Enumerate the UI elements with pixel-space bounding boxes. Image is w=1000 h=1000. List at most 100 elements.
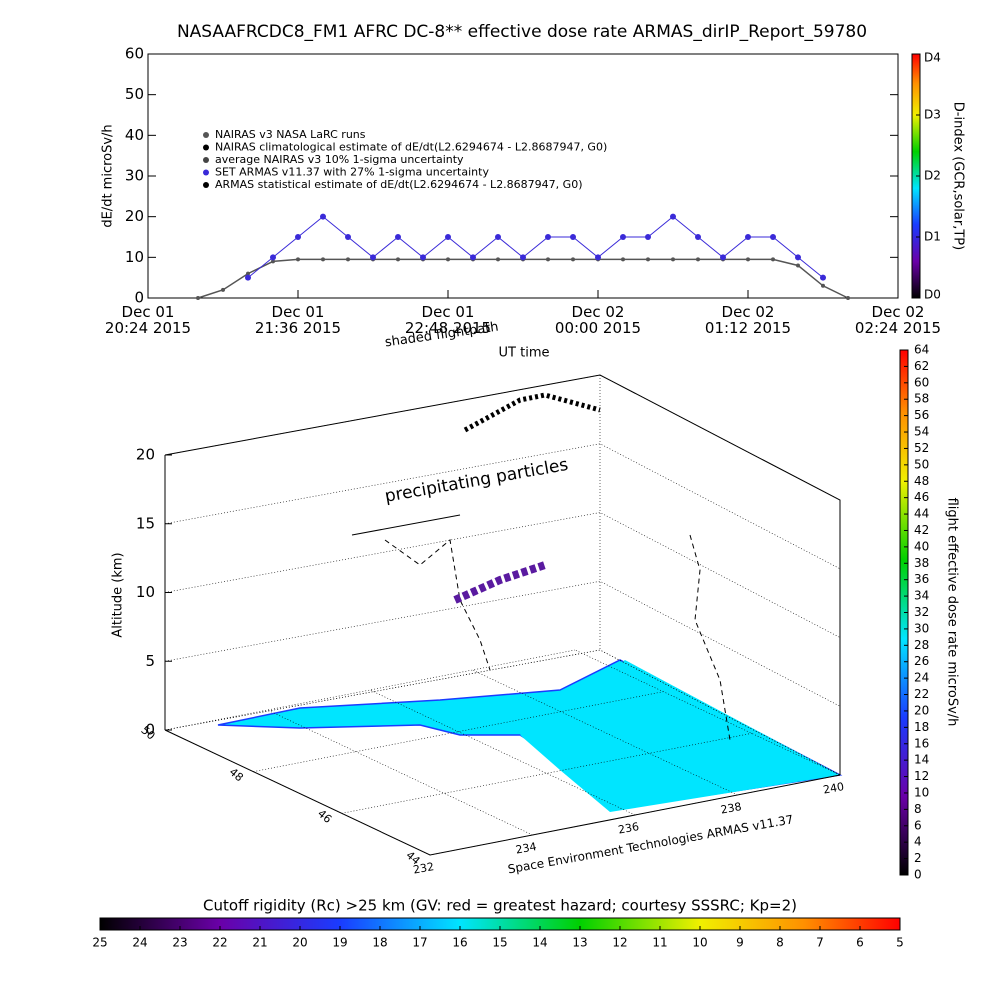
lon-tick-label: 238 (720, 800, 743, 816)
flight-path-shadow (689, 534, 731, 741)
y-tick-label: 20 (125, 207, 144, 225)
colorbar-tick-label: D1 (924, 230, 941, 244)
lat-grid (164, 649, 576, 731)
colorbar-tick-label: 12 (914, 769, 929, 783)
lat-tick-label: 48 (227, 765, 246, 784)
colorbar-tick-label: 64 (914, 343, 929, 357)
x-tick-label: Dec 01 20:24 2015 (105, 303, 191, 337)
rigidity-tick-label: 12 (612, 936, 627, 950)
colorbar-tick-label: D0 (924, 288, 941, 302)
colorbar-tick-label: 26 (914, 654, 929, 668)
rigidity-tick-label: 13 (572, 936, 587, 950)
colorbar-tick-label: 56 (914, 408, 929, 422)
y-tick-label: 60 (125, 45, 144, 63)
lon-grid (369, 689, 636, 816)
grid-line (164, 374, 841, 501)
legend-marker (203, 182, 209, 188)
rigidity-tick-label: 15 (492, 936, 507, 950)
colorbar-tick-label: 54 (914, 425, 929, 439)
colorbar-tick-label: 24 (914, 671, 929, 685)
colorbar-tick-label: 18 (914, 720, 929, 734)
colorbar-tick-label: 38 (914, 556, 929, 570)
annotation: precipitating particles (383, 455, 570, 507)
legend-marker (203, 132, 209, 138)
colorbar-tick-label: 36 (914, 572, 929, 586)
legend-label: SET ARMAS v11.37 with 27% 1-sigma uncert… (215, 166, 489, 179)
z-tick-label: 15 (136, 514, 155, 532)
y-tick-label: 0 (134, 289, 144, 307)
rigidity-tick-label: 25 (92, 936, 107, 950)
flight-path-shadow (384, 539, 491, 671)
colorbar-tick-label: D2 (924, 169, 941, 183)
y-tick-label: 30 (125, 167, 144, 185)
colorbar-label: flight effective dose rate microSv/h (945, 498, 960, 727)
lon-grid (472, 669, 738, 796)
rigidity-tick-label: 10 (692, 936, 707, 950)
annotation: Space Environment Technologies ARMAS v11… (507, 812, 795, 876)
z-tick-label: 10 (136, 583, 155, 601)
grid-line (164, 649, 841, 776)
lat-grid (429, 774, 841, 856)
lat-grid (341, 733, 752, 814)
lat-tick-label: 46 (315, 807, 334, 826)
grid-line (164, 443, 841, 570)
rigidity-tick-label: 5 (896, 936, 904, 950)
flight-path-dose (453, 561, 547, 604)
legend-label: NAIRAS climatological estimate of dE/dt(… (215, 141, 607, 154)
colorbar-tick-label: 28 (914, 638, 929, 652)
colorbar-tick-label: 46 (914, 490, 929, 504)
legend-marker (203, 169, 209, 176)
z-tick-label: 0 (145, 721, 155, 739)
y-tick-label: 40 (125, 126, 144, 144)
rigidity-tick-label: 22 (212, 936, 227, 950)
lon-tick-label: 234 (515, 840, 538, 856)
legend-label: ARMAS statistical estimate of dE/dt(L2.6… (215, 178, 582, 191)
y-axis-label: dE/dt microSv/h (101, 124, 116, 227)
colorbar-label: D-index (GCR,solar,TP) (951, 102, 966, 250)
colorbar-tick-label: 58 (914, 392, 929, 406)
rigidity-tick-label: 7 (816, 936, 824, 950)
colorbar-tick-label: 10 (914, 785, 929, 799)
colorbar-tick-label: 22 (914, 687, 929, 701)
colorbar-tick-label: D4 (924, 51, 941, 65)
flight-track (351, 514, 461, 536)
lon-tick-label: 232 (412, 860, 435, 876)
colorbar-tick-label: 44 (914, 507, 929, 521)
flight-path-top (463, 392, 601, 433)
lon-tick-label: 240 (822, 780, 845, 796)
colorbar-tick-label: 8 (914, 802, 922, 816)
colorbar-tick-label: 20 (914, 703, 929, 717)
colorbar-tick-label: 0 (914, 868, 922, 882)
x-tick-label: Dec 02 01:12 2015 (705, 303, 791, 337)
colorbar-tick-label: 62 (914, 359, 929, 373)
rigidity-tick-label: 17 (412, 936, 427, 950)
z-tick-label: 20 (136, 446, 155, 464)
z-axis-label: Altitude (km) (111, 552, 126, 637)
x-axis-label: UT time (499, 346, 550, 361)
box-top (164, 374, 841, 775)
grid-line (164, 512, 841, 638)
lat-grid (253, 691, 664, 772)
lon-grid (267, 709, 533, 836)
rigidity-tick-label: 16 (452, 936, 467, 950)
colorbar-tick-label: 2 (914, 851, 922, 865)
series-line (197, 258, 849, 299)
colorbar-tick-label: 50 (914, 457, 929, 471)
rigidity-tick-label: 11 (652, 936, 667, 950)
rigidity-tick-label: 6 (856, 936, 864, 950)
x-tick-label: Dec 02 02:24 2015 (855, 303, 941, 337)
x-tick-label: Dec 01 22:48 2015 (405, 303, 491, 337)
colorbar-tick-label: 60 (914, 375, 929, 389)
x-tick-label: Dec 02 00:00 2015 (555, 303, 641, 337)
lon-grid (164, 729, 431, 856)
y-tick-label: 50 (125, 85, 144, 103)
colorbar-tick-label: 30 (914, 621, 929, 635)
ocean-area (520, 660, 840, 812)
colorbar-tick-label: 6 (914, 818, 922, 832)
legend-marker (203, 144, 209, 151)
rigidity-tick-label: 23 (172, 936, 187, 950)
colorbar-tick-label: 16 (914, 736, 929, 750)
x-tick-label: Dec 01 21:36 2015 (255, 303, 341, 337)
colorbar-tick-label: 40 (914, 539, 929, 553)
legend-label: NAIRAS v3 NASA LaRC runs (215, 128, 366, 141)
